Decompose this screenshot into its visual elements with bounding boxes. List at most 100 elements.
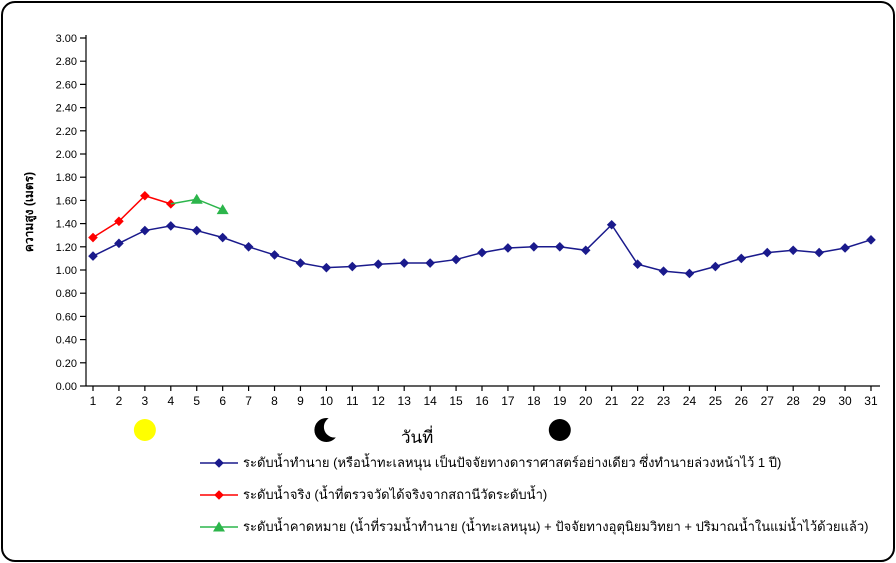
y-tick-label: 2.60	[56, 79, 77, 91]
x-tick-label: 13	[398, 394, 412, 408]
y-tick-label: 0.60	[56, 311, 77, 323]
y-tick-label: 0.00	[56, 381, 77, 393]
legend-label-expected-level: ระดับน้ำคาดหมาย (น้ำที่รวมน้ำทำนาย (น้ำท…	[243, 519, 869, 534]
data-point-marker	[269, 250, 280, 260]
x-tick-label: 14	[423, 394, 437, 408]
data-point-marker	[606, 219, 617, 230]
x-tick-label: 30	[838, 394, 852, 408]
x-axis-title: วันที่	[401, 425, 433, 447]
data-point-marker	[295, 258, 306, 268]
x-tick-label: 16	[475, 394, 489, 408]
x-tick-label: 11	[346, 394, 359, 408]
data-point-marker	[503, 243, 513, 253]
data-point-marker	[710, 261, 721, 272]
x-axis: 1 2 3 4 5 6 7 8 9 10 11 12 13 14 15 16 17 18 19 20 21 22 23 24 2…	[86, 385, 880, 408]
x-tick-label: 12	[372, 394, 386, 408]
x-tick-label: 6	[219, 394, 226, 408]
data-point-marker	[217, 232, 228, 243]
data-point-marker	[658, 266, 669, 276]
data-point-marker	[425, 258, 435, 268]
y-tick-label: 0.80	[56, 288, 77, 300]
data-point-marker	[814, 247, 824, 258]
x-tick-label: 20	[579, 394, 593, 408]
y-axis-title: ความสูง (เมตร)	[22, 172, 37, 252]
x-tick-label: 2	[116, 394, 123, 408]
x-tick-label: 9	[297, 394, 304, 408]
y-tick-label: 1.80	[56, 172, 77, 184]
x-tick-label: 24	[683, 394, 697, 408]
data-point-marker	[788, 245, 798, 256]
y-tick-label: 1.40	[56, 219, 77, 231]
data-point-marker	[762, 247, 773, 258]
legend-item-actual-level: ระดับน้ำจริง (น้ำที่ตรวจวัดได้จริงจากสถา…	[199, 485, 868, 505]
data-point-marker	[114, 238, 124, 249]
data-point-marker	[684, 268, 695, 279]
x-tick-label: 29	[812, 394, 826, 408]
x-tick-label: 15	[449, 394, 463, 408]
actual-series-marker-icon	[200, 490, 238, 500]
data-point-marker	[321, 262, 332, 273]
x-tick-label: 4	[167, 394, 174, 408]
data-point-marker	[165, 221, 176, 231]
x-tick-label: 5	[193, 394, 200, 408]
predicted-series-marker-icon	[200, 458, 238, 468]
data-point-marker	[399, 258, 409, 268]
data-point-marker	[191, 225, 202, 236]
y-tick-label: 1.00	[56, 265, 77, 277]
data-point-marker	[580, 245, 591, 256]
y-tick-label: 2.80	[56, 56, 77, 68]
chart-area: 3.00 2.80 2.60 2.40 2.20 2.00 1.80 1.60 1.40 1.20…	[3, 3, 893, 451]
x-tick-label: 17	[501, 394, 515, 408]
data-point-marker	[140, 225, 150, 236]
y-tick-label: 1.20	[56, 242, 77, 254]
x-tick-label: 1	[90, 394, 97, 408]
x-tick-label: 23	[657, 394, 671, 408]
data-point-marker	[216, 204, 229, 215]
data-point-marker	[190, 193, 203, 204]
legend-item-expected-level: ระดับน้ำคาดหมาย (น้ำที่รวมน้ำทำนาย (น้ำท…	[199, 517, 868, 537]
y-tick-label: 2.40	[56, 103, 77, 115]
data-point-marker	[866, 235, 876, 245]
x-tick-label: 22	[631, 394, 645, 408]
y-tick-label: 2.20	[56, 126, 77, 138]
y-tick-label: 1.60	[56, 195, 77, 207]
x-axis-title-group: วันที่	[401, 425, 433, 447]
data-point-marker	[88, 251, 98, 261]
series-0	[88, 219, 876, 279]
data-point-marker	[554, 242, 565, 252]
data-point-marker	[373, 259, 384, 269]
data-point-marker	[114, 216, 124, 227]
y-tick-label: 0.20	[56, 358, 77, 370]
x-tick-label: 10	[320, 394, 334, 408]
data-point-marker	[736, 253, 747, 264]
x-tick-label: 3	[142, 394, 149, 408]
x-tick-label: 27	[761, 394, 775, 408]
y-axis-title-group: ความสูง (เมตร)	[22, 172, 37, 252]
data-point-marker	[451, 254, 461, 265]
data-point-marker	[243, 242, 254, 252]
annotation-full-moon-icon	[133, 419, 156, 441]
x-tick-label: 7	[245, 394, 252, 408]
x-tick-label: 8	[271, 394, 278, 408]
data-point-marker	[88, 232, 98, 243]
x-tick-label: 26	[735, 394, 749, 408]
data-point-marker	[140, 190, 150, 201]
x-tick-label: 19	[553, 394, 567, 408]
tide-chart: 3.00 2.80 2.60 2.40 2.20 2.00 1.80 1.60 1.40 1.20…	[22, 33, 880, 447]
x-tick-label: 31	[864, 394, 878, 408]
annotation-new-moon-icon	[548, 419, 571, 441]
data-point-marker	[529, 242, 539, 252]
expected-series-marker-icon	[200, 521, 238, 532]
x-tick-label: 21	[605, 394, 619, 408]
legend-item-predicted-level: ระดับน้ำทำนาย (หรือน้ำทะเลหนุน เป็นปัจจั…	[199, 453, 868, 473]
x-tick-label: 18	[527, 394, 541, 408]
legend-label-predicted-level: ระดับน้ำทำนาย (หรือน้ำทะเลหนุน เป็นปัจจั…	[243, 455, 782, 470]
x-tick-label: 25	[709, 394, 723, 408]
y-tick-label: 0.40	[56, 335, 77, 347]
y-axis: 3.00 2.80 2.60 2.40 2.20 2.00 1.80 1.60 1.40 1.20…	[56, 33, 87, 393]
x-tick-label: 28	[787, 394, 801, 408]
series-2	[170, 193, 229, 215]
legend-label-actual-level: ระดับน้ำจริง (น้ำที่ตรวจวัดได้จริงจากสถา…	[243, 487, 548, 502]
legend: ระดับน้ำทำนาย (หรือน้ำทะเลหนุน เป็นปัจจั…	[199, 453, 868, 549]
